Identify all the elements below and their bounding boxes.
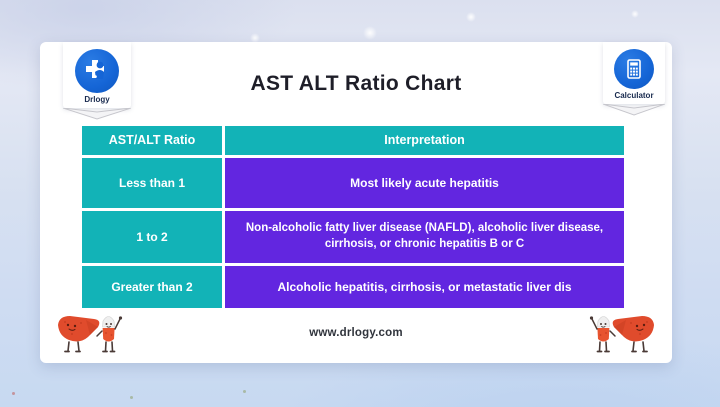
page-title: AST ALT Ratio Chart xyxy=(250,72,462,95)
calculator-badge-label: Calculator xyxy=(614,91,654,100)
liver-mascot-icon xyxy=(589,316,654,353)
ast-alt-ratio-table: AST/ALT Ratio Interpretation Less than 1… xyxy=(82,126,624,308)
drlogy-logo-icon xyxy=(75,49,119,93)
liver-mascot-icon xyxy=(58,316,123,353)
column-header-interpretation: Interpretation xyxy=(225,126,624,155)
table-cell-interpretation: Most likely acute hepatitis xyxy=(225,158,624,208)
drlogy-badge: Drlogy xyxy=(63,42,131,120)
table-cell-ratio: Greater than 2 xyxy=(82,266,222,308)
sparkle-icon xyxy=(631,10,639,18)
table-cell-ratio: 1 to 2 xyxy=(82,211,222,263)
ribbon-chevron-icon xyxy=(603,104,665,116)
column-header-ratio: AST/ALT Ratio xyxy=(82,126,222,155)
ribbon-chevron-icon xyxy=(63,108,131,120)
speck-dot xyxy=(12,392,15,395)
sparkle-icon xyxy=(363,26,377,40)
calculator-icon xyxy=(614,49,654,89)
speck-dot xyxy=(130,396,133,399)
drlogy-badge-label: Drlogy xyxy=(84,95,110,104)
infographic-card: Drlogy AST ALT Ratio Chart Cal xyxy=(40,42,672,363)
sparkle-icon xyxy=(466,12,476,22)
table-cell-interpretation: Alcoholic hepatitis, cirrhosis, or metas… xyxy=(225,266,624,308)
calculator-badge: Calculator xyxy=(603,42,665,116)
table-cell-ratio: Less than 1 xyxy=(82,158,222,208)
table-cell-interpretation: Non-alcoholic fatty liver disease (NAFLD… xyxy=(225,211,624,263)
website-url: www.drlogy.com xyxy=(309,327,403,339)
speck-dot xyxy=(243,390,246,393)
